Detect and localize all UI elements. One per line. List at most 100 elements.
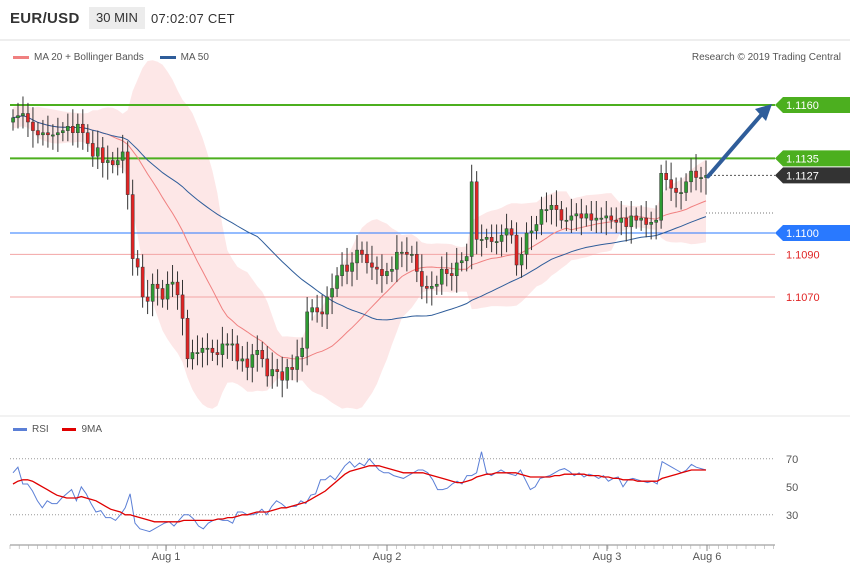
candle-body: [474, 181, 479, 240]
candle-body: [56, 132, 60, 136]
candle-body: [26, 113, 30, 123]
candle-body: [679, 192, 683, 194]
symbol-label[interactable]: EUR/USD: [10, 10, 80, 27]
time-axis-label: Aug 6: [693, 551, 722, 563]
time-axis-label: Aug 2: [373, 551, 402, 563]
candle-body: [644, 217, 648, 225]
price-tag-bg: [775, 167, 850, 184]
candle-body: [155, 283, 160, 289]
candle-body: [664, 173, 668, 180]
candle-body: [370, 262, 374, 268]
candle-body: [674, 187, 678, 193]
ma20-line: [12, 115, 707, 360]
candle-body: [11, 117, 15, 123]
candle-body: [225, 343, 230, 346]
candle-body: [31, 121, 35, 131]
candle-body: [250, 354, 255, 368]
candle-body: [76, 123, 80, 133]
price-tag-label: 1.1090: [786, 249, 820, 261]
candle-body: [285, 367, 290, 381]
candle-body: [355, 249, 359, 264]
forecast-arrow-shaft: [706, 112, 764, 179]
legend-item-9ma: 9MA: [62, 424, 102, 435]
candle-body: [420, 271, 424, 287]
candle-body: [524, 232, 529, 255]
candle-body: [634, 215, 639, 221]
candle-body: [380, 269, 384, 276]
candle-body: [649, 222, 653, 225]
rsi-tick-label: 70: [786, 454, 798, 466]
candle-body: [609, 215, 614, 221]
candle-body: [41, 132, 45, 136]
candle-body: [639, 217, 643, 221]
price-tag-1-1070: 1.1070: [786, 292, 820, 304]
candle-body: [320, 311, 324, 315]
candle-body: [51, 134, 55, 137]
price-tag-label: 1.1135: [786, 153, 819, 165]
candle-body: [140, 266, 145, 298]
candle-body: [425, 286, 429, 289]
candle-body: [390, 269, 394, 272]
candle-body: [295, 356, 299, 370]
legend-label-9ma: 9MA: [81, 424, 103, 435]
candle-body: [240, 358, 245, 362]
candle-body: [519, 254, 524, 266]
candle-body: [290, 367, 294, 370]
candle-body: [230, 343, 235, 346]
candle-body: [504, 228, 509, 236]
candle-body: [315, 307, 319, 313]
candle-body: [579, 213, 584, 219]
candle-body: [574, 213, 579, 217]
candle-body: [694, 170, 698, 178]
candle-body: [330, 288, 334, 298]
candle-body: [514, 234, 519, 266]
candle-body: [145, 296, 150, 302]
candle-body: [464, 256, 469, 262]
candle-body: [549, 205, 554, 210]
candles-group: [11, 96, 708, 398]
main-legend: MA 20 + Bollinger Bands MA 50: [13, 52, 222, 63]
candle-body: [415, 254, 419, 272]
candle-body: [200, 347, 205, 353]
candle-body: [260, 350, 265, 360]
price-tag-1-1090: 1.1090: [786, 249, 820, 261]
candle-body: [235, 343, 240, 362]
candle-body: [300, 347, 304, 357]
candle-body: [345, 264, 349, 272]
candle-body: [360, 249, 364, 255]
candle-body: [494, 241, 499, 243]
timeframe-selector[interactable]: 30 MIN: [89, 7, 145, 29]
price-tag-bg: [775, 97, 850, 113]
candle-body: [220, 343, 225, 355]
chart-header: EUR/USD 30 MIN 07:02:07 CET: [0, 0, 850, 40]
candle-body: [95, 147, 100, 157]
legend-label-ma50: MA 50: [180, 52, 209, 63]
candle-body: [305, 311, 309, 349]
candle-body: [71, 126, 75, 133]
candle-body: [604, 215, 609, 219]
candle-body: [85, 132, 90, 144]
candle-body: [385, 271, 389, 276]
candle-body: [265, 358, 270, 377]
candle-body: [180, 294, 185, 319]
candle-body: [489, 237, 494, 242]
legend-swatch-9ma: [62, 427, 77, 431]
price-tag-label: 1.1127: [786, 170, 819, 182]
forecast-arrow-head: [755, 104, 772, 121]
time-axis-label: Aug 1: [152, 551, 181, 563]
rsi-legend: RSI 9MA: [13, 424, 113, 435]
candle-body: [554, 205, 559, 210]
legend-item-ma50: MA 50: [159, 52, 209, 63]
candle-body: [469, 181, 474, 257]
candle-body: [245, 358, 250, 368]
price-tag-bg: [775, 225, 850, 241]
candle-body: [564, 219, 569, 222]
candle-body: [544, 209, 549, 211]
candle-body: [439, 269, 444, 285]
candle-body: [175, 281, 180, 296]
candle-body: [444, 269, 449, 274]
candle-body: [165, 283, 170, 300]
price-tag-label: 1.1160: [786, 100, 819, 112]
candle-body: [190, 352, 195, 360]
